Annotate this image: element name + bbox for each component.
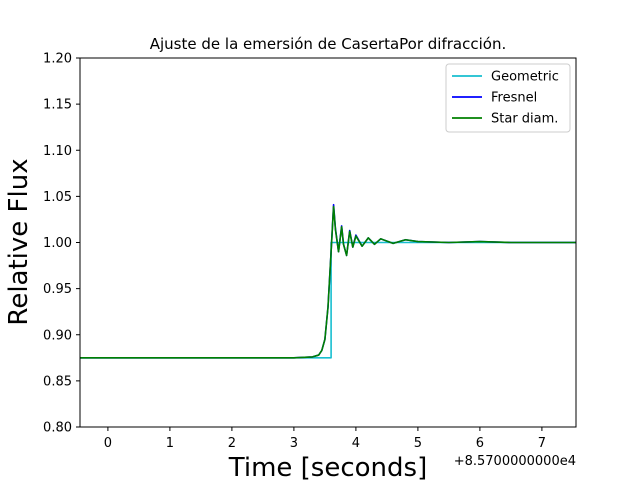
y-tick-label: 1.05 <box>43 190 72 205</box>
series-line-2 <box>80 205 576 359</box>
y-tick-label: 1.15 <box>43 98 72 113</box>
y-tick-label: 0.95 <box>43 282 72 297</box>
legend-box <box>445 63 571 133</box>
y-tick-label: 1.10 <box>43 144 72 159</box>
plot-lines <box>80 203 576 359</box>
legend-label-1: Fresnel <box>491 91 537 106</box>
x-axis-ticks: 0 1 2 3 4 5 6 7 <box>104 427 546 451</box>
x-tick-label: 1 <box>166 436 174 451</box>
y-axis-ticks: 0.80 0.85 0.90 0.95 1.00 1.05 1.10 1.15 1.20 <box>43 52 80 436</box>
y-tick-label: 0.85 <box>43 374 72 389</box>
x-tick-label: 5 <box>414 436 422 451</box>
x-axis-label: Time [seconds] <box>228 453 427 480</box>
y-tick-label: 0.80 <box>43 421 72 436</box>
x-tick-label: 6 <box>476 436 484 451</box>
x-tick-label: 4 <box>352 436 360 451</box>
chart-title: Ajuste de la emersión de CasertaPor difr… <box>150 35 506 53</box>
x-tick-label: 0 <box>104 436 112 451</box>
x-tick-label: 7 <box>538 436 546 451</box>
x-tick-label: 2 <box>228 436 236 451</box>
y-tick-label: 1.20 <box>43 52 72 67</box>
legend-label-2: Star diam. <box>491 112 558 127</box>
series-line-1 <box>80 203 576 359</box>
y-axis-label: Relative Flux <box>4 158 34 325</box>
x-axis-offset-label: +8.5700000000e4 <box>454 454 576 469</box>
x-tick-label: 3 <box>290 436 298 451</box>
legend: Geometric Fresnel Star diam. <box>445 63 571 133</box>
legend-label-0: Geometric <box>491 70 559 85</box>
y-tick-label: 0.90 <box>43 328 72 343</box>
y-tick-label: 1.00 <box>43 236 72 251</box>
